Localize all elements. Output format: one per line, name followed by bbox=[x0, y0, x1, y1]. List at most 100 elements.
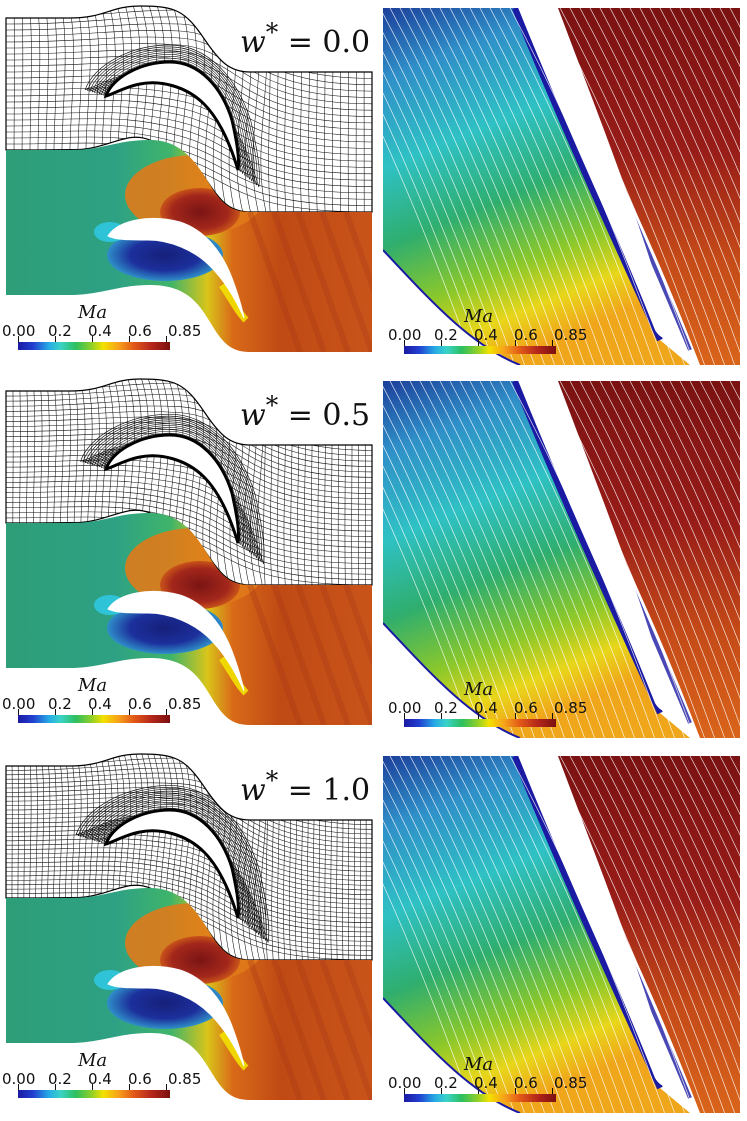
streamline bbox=[589, 8, 740, 354]
streamline bbox=[549, 756, 705, 1113]
streamline bbox=[639, 381, 740, 597]
colorbar-right: Ma 0.00 0.2 0.4 0.6 0.85 bbox=[388, 306, 587, 366]
streamline bbox=[489, 381, 645, 738]
blade-trailing-edge bbox=[520, 756, 671, 1086]
streamline bbox=[629, 756, 740, 997]
streamline bbox=[559, 381, 715, 738]
figure-row: w* = 1.0 Ma 0.00 0.2 0.4 0.6 0.85 Ma 0.00 0.2 0.4 0… bbox=[0, 748, 747, 1121]
colorbar-title: Ma bbox=[464, 1054, 494, 1075]
colorbar-tick-label: 0.85 bbox=[168, 1070, 202, 1088]
streamline bbox=[579, 756, 735, 1113]
colorbar-title: Ma bbox=[78, 675, 108, 696]
streamline bbox=[459, 8, 615, 365]
streamline bbox=[449, 756, 605, 1113]
streamline bbox=[529, 8, 685, 365]
streamline bbox=[659, 756, 740, 924]
colorbar-tick-mark bbox=[18, 709, 19, 715]
streamline bbox=[649, 381, 740, 573]
colorbar-gradient bbox=[404, 346, 556, 354]
mesh-line bbox=[6, 405, 372, 467]
streamline bbox=[619, 756, 740, 1022]
mesh-line bbox=[6, 480, 372, 543]
streamline bbox=[383, 385, 535, 738]
colorbar-tick-label: 0.6 bbox=[128, 322, 152, 340]
mesh-line bbox=[6, 883, 372, 947]
weight-value: = 1.0 bbox=[278, 773, 371, 808]
mesh-line bbox=[6, 865, 372, 928]
mesh-line bbox=[6, 847, 372, 909]
colorbar-tick-label: 0.2 bbox=[434, 699, 458, 717]
streamline bbox=[609, 381, 740, 673]
colorbar-tick-mark bbox=[166, 1084, 167, 1090]
colorbar-tick-mark bbox=[441, 713, 442, 719]
streamline bbox=[479, 381, 635, 738]
colorbar-title: Ma bbox=[78, 1050, 108, 1071]
colorbar-tick-label: 0.2 bbox=[434, 326, 458, 344]
mesh-line bbox=[6, 130, 372, 194]
streamline bbox=[609, 8, 740, 300]
streamline bbox=[383, 760, 535, 1113]
streamline bbox=[739, 8, 740, 9]
streamline bbox=[383, 12, 535, 365]
colorbar-tick-mark bbox=[18, 1084, 19, 1090]
streamline bbox=[619, 381, 740, 647]
colorbar-tick-mark bbox=[478, 340, 479, 346]
streamline bbox=[669, 381, 740, 526]
colorbar-tick-label: 0.00 bbox=[388, 326, 422, 344]
mesh-line bbox=[6, 777, 372, 839]
streamline bbox=[399, 381, 555, 738]
streamline bbox=[569, 756, 725, 1113]
streamline bbox=[439, 756, 595, 1113]
mesh-line bbox=[6, 475, 372, 537]
streamline bbox=[499, 8, 655, 365]
colorbar-tick-mark bbox=[515, 1088, 516, 1094]
streamline bbox=[383, 861, 485, 1113]
colorbar-tick-label: 0.4 bbox=[474, 699, 498, 717]
streamline bbox=[449, 381, 605, 738]
streamline bbox=[399, 8, 555, 365]
mesh-line bbox=[6, 49, 372, 111]
streamline bbox=[599, 381, 740, 700]
streamline bbox=[709, 381, 740, 441]
colorbar-tick-mark bbox=[55, 709, 56, 715]
colorbar-tick-mark bbox=[166, 336, 167, 342]
streamline bbox=[489, 8, 645, 365]
blade-lower bbox=[107, 965, 245, 1067]
streamline bbox=[479, 8, 635, 365]
figure-row: w* = 0.5 Ma 0.00 0.2 0.4 0.6 0.85 Ma 0.00 0.2 0.4 0… bbox=[0, 373, 747, 746]
colorbar-tick-mark bbox=[404, 713, 405, 719]
mesh-line bbox=[6, 124, 372, 187]
mesh-line bbox=[6, 93, 372, 156]
colorbar-gradient bbox=[18, 1090, 170, 1098]
streamline bbox=[569, 381, 725, 738]
colorbar-tick-label: 0.4 bbox=[88, 1070, 112, 1088]
streamline bbox=[609, 756, 740, 1048]
colorbar-tick-mark bbox=[552, 713, 553, 719]
colorbar-tick-label: 0.6 bbox=[514, 1074, 538, 1092]
streamline bbox=[429, 381, 585, 738]
colorbar-tick-label: 0.00 bbox=[2, 695, 36, 713]
streamline bbox=[389, 756, 545, 1113]
colorbar-tick-label: 0.2 bbox=[434, 1074, 458, 1092]
streamline bbox=[539, 381, 695, 738]
colorbar-tick-mark bbox=[552, 1088, 553, 1094]
streamline bbox=[383, 779, 525, 1113]
zoom-field bbox=[383, 756, 740, 1113]
mesh-line bbox=[6, 501, 372, 564]
streamline bbox=[619, 8, 740, 274]
mesh-line bbox=[6, 43, 372, 105]
colorbar-tick-mark bbox=[129, 709, 130, 715]
streamline bbox=[679, 8, 740, 131]
colorbar-tick-mark bbox=[404, 340, 405, 346]
streamline bbox=[529, 381, 685, 738]
cascade-panels bbox=[5, 5, 740, 365]
streamline bbox=[739, 756, 740, 757]
streamline bbox=[639, 756, 740, 972]
mesh-line bbox=[6, 36, 372, 98]
streamline bbox=[689, 381, 740, 482]
streamline bbox=[529, 756, 685, 1113]
streamline bbox=[659, 381, 740, 549]
streamline bbox=[549, 8, 705, 365]
streamline bbox=[389, 381, 545, 738]
colorbar-tick-label: 0.6 bbox=[514, 699, 538, 717]
